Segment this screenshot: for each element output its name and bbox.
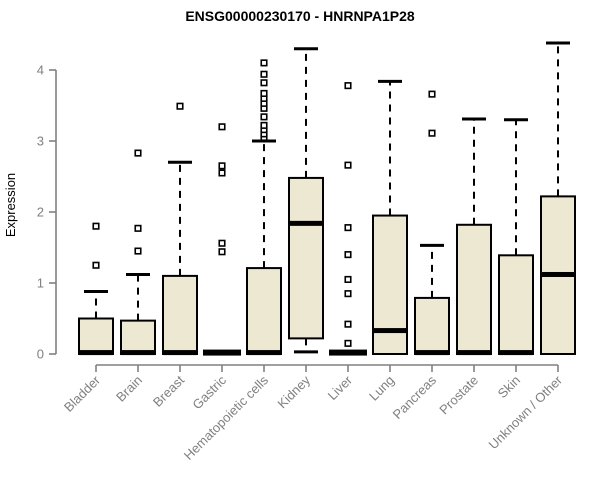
outlier-square	[344, 320, 352, 328]
outlier-square	[260, 89, 268, 97]
box-iqr	[372, 214, 408, 355]
x-category-label: Pancreas	[390, 372, 440, 422]
outlier-square	[344, 339, 352, 347]
box-iqr	[246, 267, 282, 355]
outlier-square	[260, 121, 268, 129]
outlier-square	[344, 161, 352, 169]
median-line	[121, 350, 155, 356]
median-line	[203, 349, 241, 356]
outlier-square	[344, 224, 352, 232]
outlier-square	[344, 290, 352, 298]
x-category-label: Kidney	[274, 372, 313, 411]
box-group-skin	[498, 118, 534, 356]
y-axis: 0 1 2 3 4	[37, 63, 57, 362]
y-tick-label: 2	[37, 205, 44, 220]
chart-title: ENSG00000230170 - HNRNPA1P28	[185, 8, 415, 24]
outlier-square	[428, 129, 436, 137]
y-tick-label: 3	[37, 134, 44, 149]
y-tick-label: 1	[37, 276, 44, 291]
box-group-liver	[329, 82, 367, 356]
median-line	[457, 350, 491, 356]
box-group-kidney	[288, 47, 324, 354]
x-category-label: Breast	[150, 372, 187, 409]
box-group-hematopoietic-cells	[246, 59, 282, 356]
outlier-square	[176, 102, 184, 110]
outlier-square	[92, 222, 100, 230]
outlier-square	[218, 162, 226, 170]
median-line	[499, 350, 533, 356]
x-category-label: Lung	[366, 373, 397, 404]
outlier-square	[92, 261, 100, 269]
outlier-square	[260, 113, 268, 121]
outlier-square	[218, 239, 226, 247]
median-line	[373, 328, 407, 334]
y-tick-label: 4	[37, 63, 44, 78]
outlier-square	[260, 70, 268, 78]
median-line	[415, 350, 449, 356]
x-category-label: Liver	[325, 372, 356, 403]
median-line	[541, 271, 575, 277]
outlier-square	[218, 169, 226, 177]
median-line	[79, 350, 113, 356]
x-category-label: Brain	[113, 373, 145, 405]
box-iqr	[162, 274, 198, 355]
outlier-square	[134, 224, 142, 232]
y-tick-label: 0	[37, 347, 44, 362]
outlier-square	[218, 123, 226, 131]
box-group-lung	[372, 79, 408, 355]
outlier-square	[344, 275, 352, 284]
box-group-brain	[120, 149, 156, 356]
x-category-label: Bladder	[61, 372, 104, 415]
outlier-square	[260, 59, 268, 67]
outlier-square	[134, 149, 142, 157]
box-group-gastric	[203, 123, 241, 356]
box-iqr	[78, 317, 114, 355]
x-category-label: Unknown / Other	[486, 372, 566, 452]
outlier-square	[218, 248, 226, 256]
x-category-label: Gastric	[189, 372, 229, 412]
x-category-label: Prostate	[436, 373, 481, 418]
median-line	[329, 349, 367, 356]
box-group-unknown-other	[540, 41, 576, 355]
box-group-breast	[162, 102, 198, 356]
box-iqr	[498, 254, 534, 355]
box-iqr	[414, 296, 450, 356]
median-line	[247, 350, 281, 356]
box-iqr	[288, 176, 324, 340]
outlier-square	[134, 247, 142, 255]
box-iqr	[456, 223, 492, 355]
outlier-square	[428, 90, 436, 98]
box-group-bladder	[78, 222, 114, 356]
box-group-pancreas	[414, 90, 450, 356]
outlier-square	[344, 82, 352, 90]
box-iqr	[120, 319, 156, 356]
x-category-label: Skin	[495, 373, 523, 401]
outlier-square	[344, 251, 352, 259]
outlier-square	[260, 79, 268, 87]
median-line	[163, 350, 197, 356]
box-group-prostate	[456, 117, 492, 356]
median-line	[289, 220, 323, 226]
y-axis-title: Expression	[3, 173, 18, 237]
